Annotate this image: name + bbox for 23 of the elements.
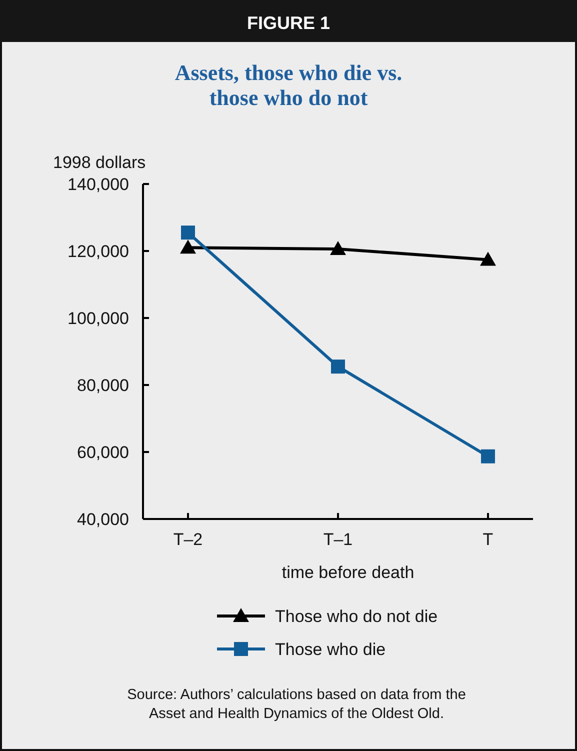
y-tick-label: 140,000: [68, 175, 129, 194]
caption: FIGURE 1: [246, 13, 330, 33]
point: [480, 252, 496, 266]
y-tick-label: 60,000: [77, 443, 129, 462]
y-axis-title: 1998 dollars: [53, 153, 146, 172]
point: [180, 240, 196, 254]
header-banner: FIGURE 1: [0, 0, 577, 42]
y-tick-label: 80,000: [77, 376, 129, 395]
y-tick-label: 100,000: [68, 309, 129, 328]
point: [331, 360, 345, 374]
point: [181, 226, 195, 240]
x-tick-label: T–1: [323, 530, 353, 549]
chart-title: Assets, those who die vs. those who do not: [174, 60, 402, 110]
x-axis-title: time before death: [282, 563, 414, 582]
x-tick-label: T: [482, 530, 494, 549]
point: [481, 449, 495, 464]
legend-label: Those who die: [275, 640, 386, 659]
y-tick-label: 40,000: [77, 510, 129, 529]
point: [330, 240, 346, 255]
source-note: Source: Authors’ calculations based on data from the Asset and Health Dynamics of the Oldest Old.: [127, 687, 466, 722]
legend-label: Those who do not die: [275, 607, 438, 626]
x-tick-label: T–2: [173, 530, 203, 549]
y-tick-label: 120,000: [68, 242, 129, 261]
